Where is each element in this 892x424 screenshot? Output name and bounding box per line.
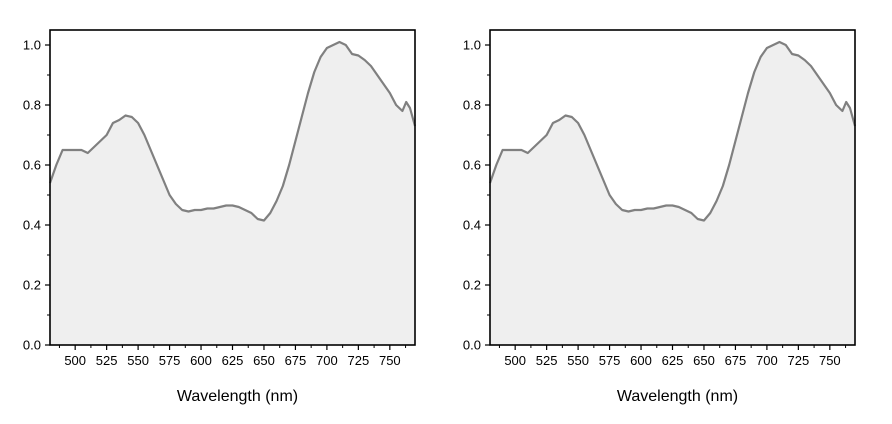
x-tick-label: 650 <box>253 353 275 368</box>
x-tick-label: 700 <box>316 353 338 368</box>
spectrum-area-fill <box>50 42 415 345</box>
x-axis-title: Wavelength (nm) <box>617 388 738 405</box>
x-tick-label: 575 <box>159 353 181 368</box>
y-tick-label: 1.0 <box>463 38 481 53</box>
x-tick-label: 550 <box>127 353 149 368</box>
y-tick-label: 1.0 <box>23 38 41 53</box>
x-tick-label: 575 <box>599 353 621 368</box>
y-tick-label: 0.4 <box>463 218 481 233</box>
x-tick-label: 650 <box>693 353 715 368</box>
y-tick-label: 0.8 <box>23 98 41 113</box>
y-tick-label: 0.4 <box>23 218 41 233</box>
x-tick-label: 725 <box>788 353 810 368</box>
spectrum-area-fill <box>490 42 855 345</box>
y-tick-label: 0.2 <box>23 278 41 293</box>
x-axis-title: Wavelength (nm) <box>177 388 298 405</box>
spectrum-line <box>488 40 857 222</box>
y-tick-label: 0.8 <box>463 98 481 113</box>
y-tick-label: 0.2 <box>463 278 481 293</box>
x-tick-label: 700 <box>756 353 778 368</box>
x-tick-label: 625 <box>662 353 684 368</box>
x-tick-label: 550 <box>567 353 589 368</box>
y-tick-label: 0.0 <box>23 338 41 353</box>
x-tick-label: 500 <box>504 353 526 368</box>
spectrum-line <box>48 40 417 222</box>
x-tick-label: 750 <box>819 353 841 368</box>
x-tick-label: 725 <box>348 353 370 368</box>
x-tick-label: 600 <box>630 353 652 368</box>
x-tick-label: 625 <box>222 353 244 368</box>
x-tick-label: 675 <box>285 353 307 368</box>
x-tick-label: 500 <box>64 353 86 368</box>
x-tick-label: 525 <box>536 353 558 368</box>
y-tick-label: 0.6 <box>463 158 481 173</box>
y-tick-label: 0.0 <box>463 338 481 353</box>
x-tick-label: 675 <box>725 353 747 368</box>
chart-panel-left: 0.0 0.2 0.4 0.6 0.8 1.0 500 525 550 575 600 625 650 6… <box>23 29 417 405</box>
chart-panel-right: 0.0 0.2 0.4 0.6 0.8 1.0 500 525 550 575 600 625 650 6… <box>463 29 857 405</box>
x-tick-label: 750 <box>379 353 401 368</box>
x-tick-label: 600 <box>190 353 212 368</box>
y-tick-label: 0.6 <box>23 158 41 173</box>
x-tick-label: 525 <box>96 353 118 368</box>
